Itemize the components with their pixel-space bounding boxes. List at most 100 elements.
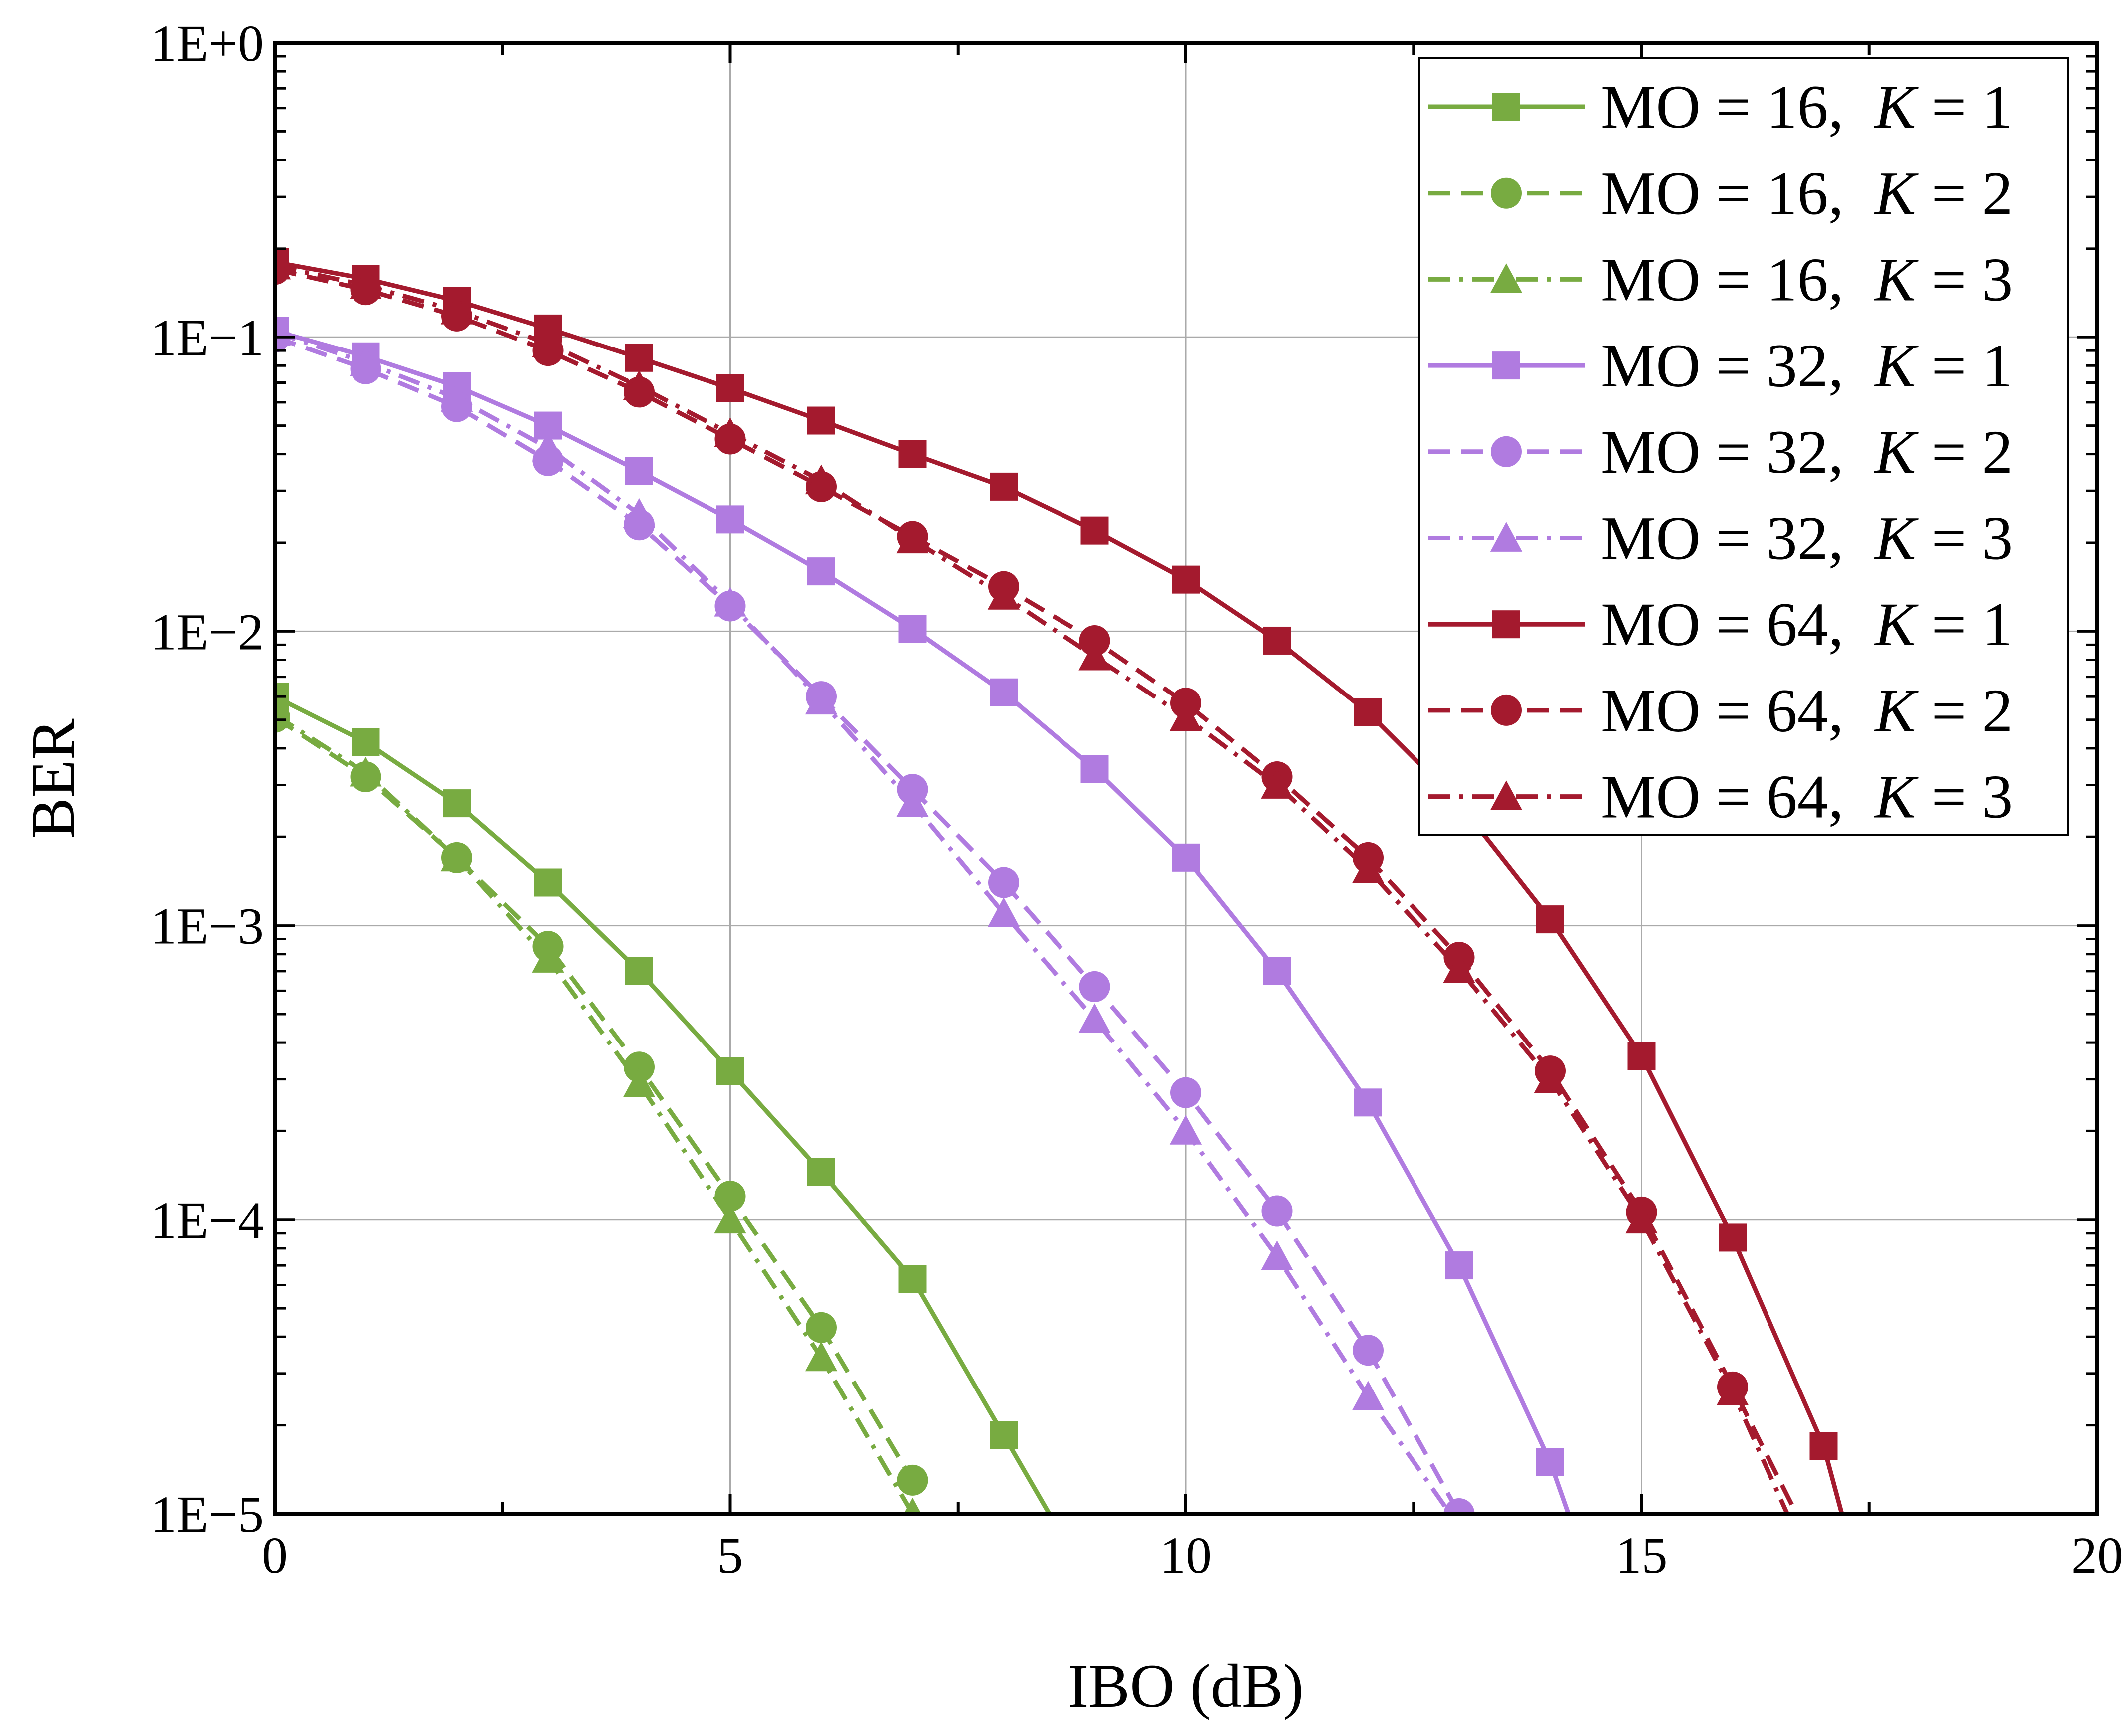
data-point	[1809, 1432, 1838, 1460]
data-point	[1354, 698, 1382, 726]
legend-label: MO = 32, K = 3	[1601, 504, 2013, 573]
data-point	[1172, 843, 1200, 872]
data-point	[1263, 626, 1291, 655]
data-point	[1172, 565, 1200, 594]
x-tick-label: 10	[1160, 1527, 1212, 1584]
legend-marker	[1491, 436, 1522, 467]
series-line	[275, 263, 1789, 1514]
data-point	[532, 943, 564, 973]
data-point	[532, 431, 564, 462]
data-point	[534, 868, 562, 897]
legend-marker	[1490, 522, 1523, 552]
y-tick-label: 1E+0	[151, 15, 264, 72]
data-point	[623, 1067, 656, 1097]
data-point	[350, 269, 382, 299]
series-line	[275, 694, 1052, 1514]
y-axis-title: BER	[19, 718, 87, 839]
legend-marker	[1492, 351, 1520, 380]
data-point	[897, 1464, 928, 1496]
data-point	[896, 523, 929, 554]
data-point	[990, 678, 1018, 706]
data-point	[1169, 701, 1202, 731]
data-point	[1078, 1003, 1111, 1033]
data-point	[716, 505, 744, 534]
data-point	[1078, 640, 1111, 671]
y-tick-label: 1E−2	[151, 603, 264, 661]
data-point	[987, 897, 1020, 927]
data-point	[625, 457, 653, 485]
legend-marker	[1491, 177, 1522, 209]
data-point	[807, 406, 835, 435]
legend-marker	[1490, 780, 1523, 810]
data-point	[990, 1421, 1018, 1449]
data-point	[440, 841, 473, 872]
ticks: 0 5 10 15 20 1E+0 1E−1 1E−2 1E−3 1E−4 1E−5	[151, 15, 2122, 1584]
data-point	[716, 1057, 744, 1085]
data-point	[896, 787, 929, 817]
series-line	[275, 715, 915, 1482]
data-point	[805, 685, 838, 715]
data-point	[987, 580, 1020, 610]
x-tick-label: 0	[262, 1527, 288, 1584]
y-tick-label: 1E−3	[151, 898, 264, 955]
data-point	[1261, 769, 1293, 799]
data-point	[440, 295, 473, 325]
legend-marker	[1492, 610, 1520, 639]
data-point	[1716, 1376, 1749, 1405]
data-point	[898, 440, 927, 468]
data-point	[623, 370, 656, 400]
data-point	[1352, 1381, 1385, 1410]
data-point	[350, 756, 382, 787]
series-line	[275, 712, 915, 1514]
data-point	[990, 472, 1018, 501]
legend-marker	[1490, 263, 1523, 293]
data-point	[1261, 1195, 1293, 1227]
series-line	[275, 335, 1461, 1514]
data-point	[1719, 1223, 1747, 1252]
data-point	[625, 344, 653, 372]
data-point	[1536, 905, 1564, 934]
data-point	[1534, 1063, 1567, 1093]
legend-label: MO = 64, K = 2	[1601, 677, 2013, 745]
legend-label: MO = 32, K = 2	[1601, 418, 2013, 486]
legend-label: MO = 32, K = 1	[1601, 332, 2013, 400]
data-point	[1169, 1115, 1202, 1145]
data-point	[440, 382, 473, 412]
y-tick-label: 1E−1	[151, 309, 264, 366]
data-point	[1079, 625, 1110, 656]
data-point	[443, 789, 471, 818]
data-point	[625, 957, 653, 985]
legend-label: MO = 16, K = 2	[1601, 159, 2013, 228]
legend-label: MO = 16, K = 3	[1601, 245, 2013, 314]
y-tick-label: 1E−5	[151, 1486, 264, 1543]
data-point	[352, 728, 380, 756]
data-point	[624, 1051, 655, 1083]
data-point	[805, 1341, 838, 1372]
data-point	[714, 1181, 746, 1212]
data-point	[1080, 516, 1109, 545]
series-line	[275, 330, 1452, 1514]
data-point	[1625, 1203, 1658, 1234]
data-point	[714, 417, 746, 447]
legend: MO = 16, K = 1 MO = 16, K = 2 MO = 16, K =…	[1418, 57, 2069, 836]
data-point	[1443, 1498, 1475, 1514]
data-point	[1353, 1335, 1384, 1366]
legend-label: MO = 64, K = 3	[1601, 763, 2013, 831]
legend-label: MO = 16, K = 1	[1601, 73, 2013, 141]
data-point	[898, 615, 927, 643]
x-tick-label: 15	[1616, 1527, 1668, 1584]
data-point	[988, 867, 1019, 898]
data-point	[714, 587, 746, 617]
data-point	[1263, 957, 1291, 985]
data-point	[898, 1265, 927, 1293]
data-point	[532, 328, 564, 357]
data-point	[1080, 755, 1109, 783]
x-axis-title: IBO (dB)	[1068, 1652, 1304, 1720]
legend-box	[1418, 57, 2069, 836]
data-point	[623, 498, 656, 528]
x-tick-label: 5	[717, 1527, 743, 1584]
data-point	[1445, 1251, 1473, 1280]
data-point	[1170, 1077, 1201, 1108]
data-point	[805, 464, 838, 495]
